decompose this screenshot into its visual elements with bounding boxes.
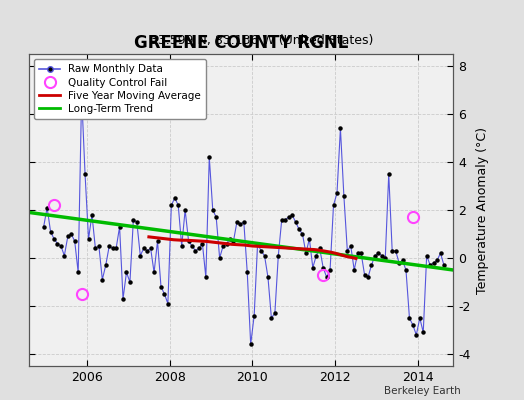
Text: Berkeley Earth: Berkeley Earth xyxy=(385,386,461,396)
Legend: Raw Monthly Data, Quality Control Fail, Five Year Moving Average, Long-Term Tren: Raw Monthly Data, Quality Control Fail, … xyxy=(34,59,206,119)
Y-axis label: Temperature Anomaly (°C): Temperature Anomaly (°C) xyxy=(476,126,489,294)
Title: GREENE COUNTY RGNL: GREENE COUNTY RGNL xyxy=(134,34,348,52)
Text: 33.599 N, 83.136 W (United States): 33.599 N, 83.136 W (United States) xyxy=(150,34,374,47)
